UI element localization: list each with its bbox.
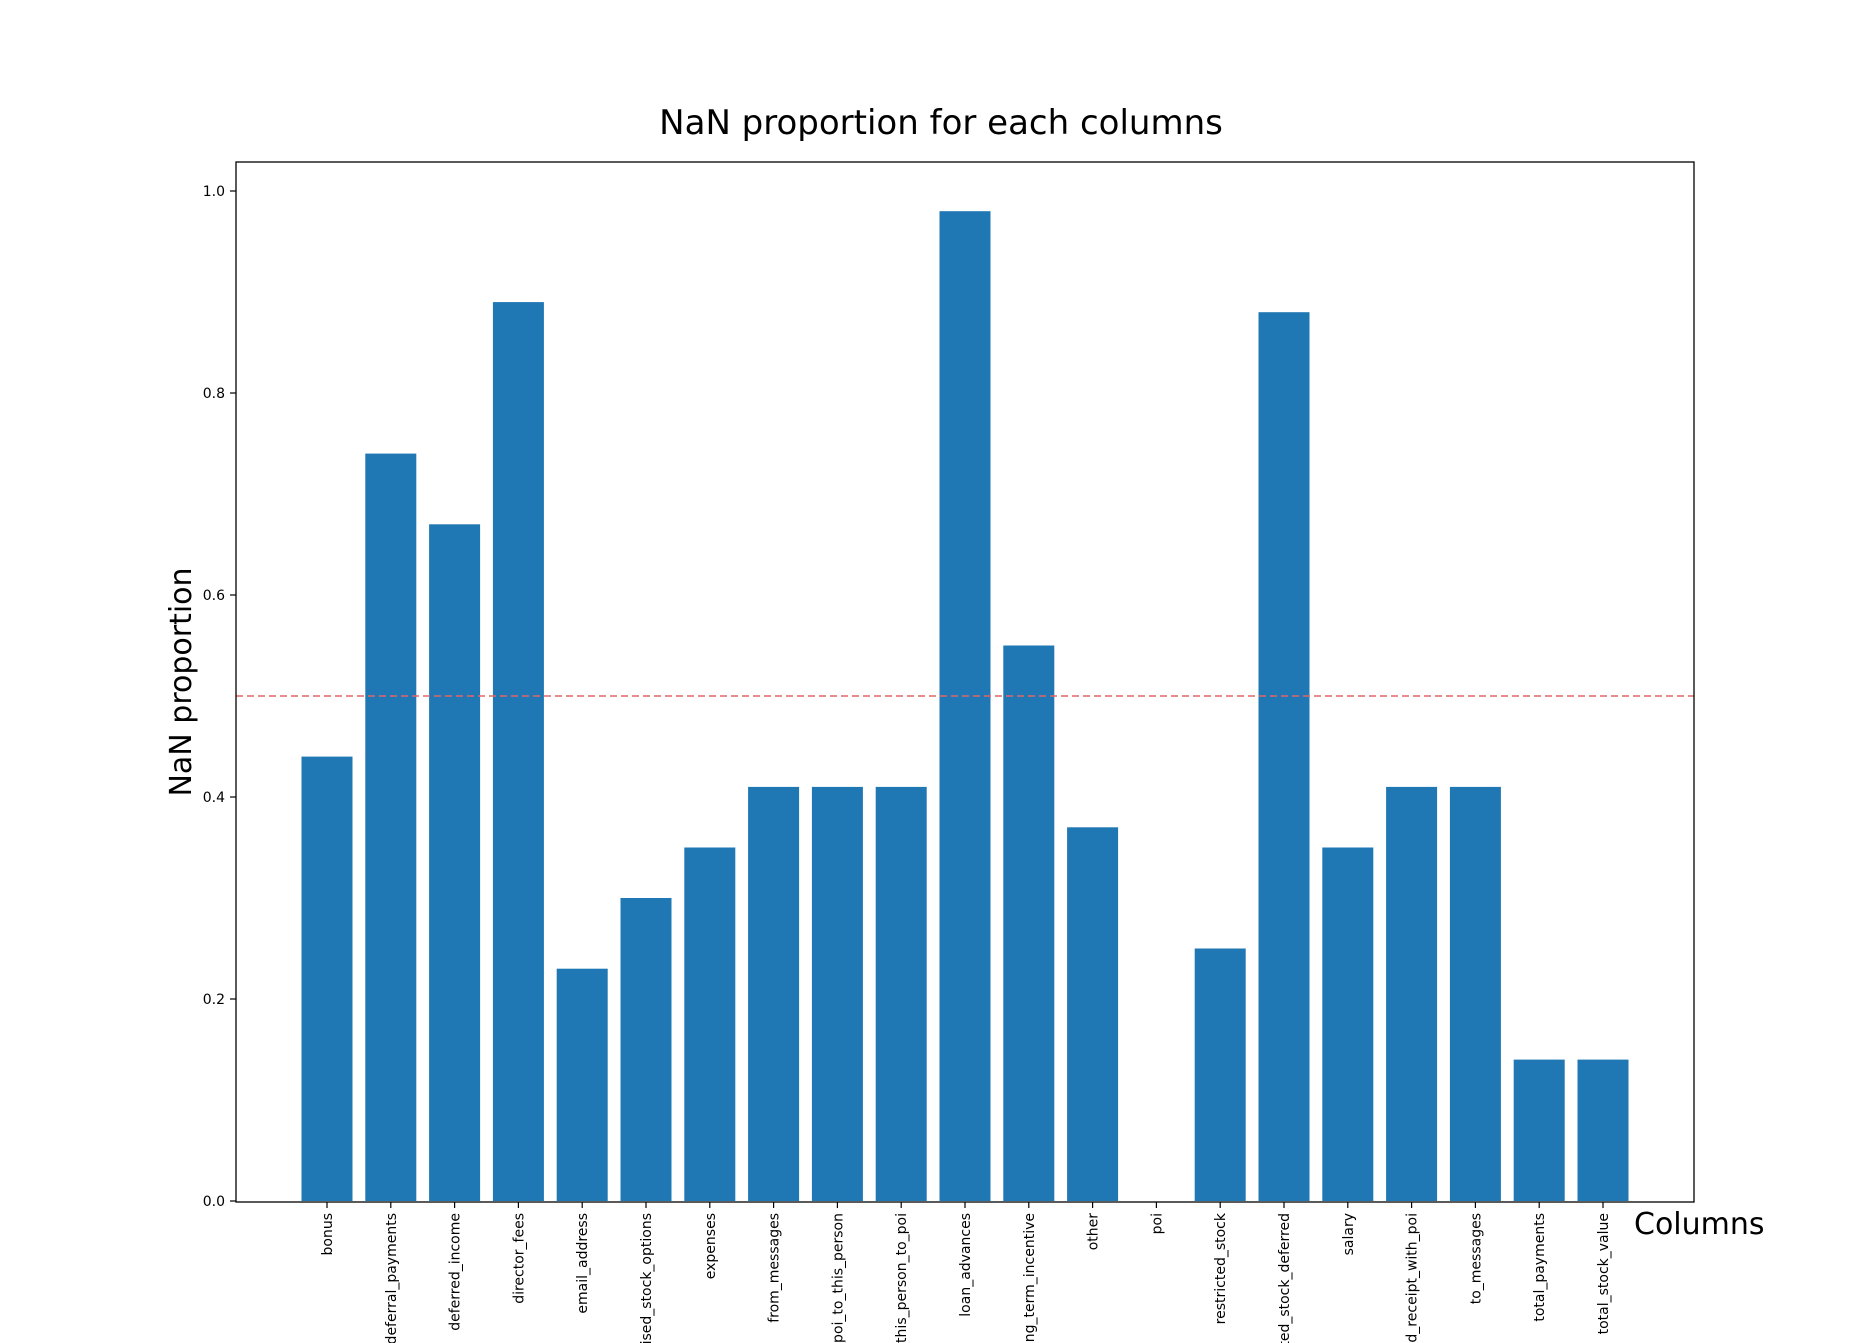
x-tick-label: other: [1086, 1213, 1102, 1251]
bar-deferral_payments: [365, 453, 417, 1202]
y-tick-label: 0.4: [203, 790, 225, 806]
x-tick-label: poi: [1149, 1213, 1165, 1234]
x-tick-label: ong_term_incentive: [1022, 1213, 1038, 1343]
bar-total_stock_value: [1577, 1059, 1629, 1201]
x-tick-label: cised_stock_options: [639, 1213, 655, 1343]
bar-director_fees: [492, 302, 544, 1202]
bar-email_address: [556, 968, 608, 1201]
x-tick-label: director_fees: [511, 1213, 527, 1304]
y-axis: 0.0 0.2 0.4 0.6 0.8 1.0: [203, 184, 236, 1210]
bar-restricted_stock: [1194, 948, 1246, 1201]
bar-total_payments: [1513, 1059, 1565, 1201]
chart-title: NaN proportion for each columns: [659, 103, 1223, 143]
bars-layer: [301, 211, 1629, 1202]
x-tick-label: deferral_payments: [384, 1213, 400, 1343]
y-tick-label: 0.8: [203, 386, 225, 402]
y-tick-label: 0.0: [203, 1194, 225, 1210]
bar-from_messages: [748, 786, 800, 1201]
bar-loan_advances: [939, 211, 991, 1201]
bar-ted_stock_deferred: [1258, 312, 1310, 1201]
x-tick-label: to_messages: [1468, 1213, 1484, 1304]
x-tick-label: bonus: [320, 1213, 336, 1256]
y-tick-label: 0.6: [203, 588, 225, 604]
x-axis-label: Columns: [1634, 1207, 1765, 1242]
x-tick-label: email_address: [575, 1213, 591, 1314]
x-tick-label: salary: [1341, 1213, 1357, 1255]
bar-expenses: [684, 847, 736, 1201]
y-tick-label: 0.2: [203, 992, 225, 1008]
x-tick-label: _this_person_to_poi: [894, 1213, 910, 1343]
x-tick-label: loan_advances: [958, 1213, 974, 1317]
x-tick-label: total_stock_value: [1596, 1213, 1612, 1334]
bar-cised_stock_options: [620, 898, 672, 1201]
x-tick-label: ed_receipt_with_poi: [1405, 1213, 1421, 1343]
x-tick-label: expenses: [703, 1213, 719, 1279]
y-axis-label: NaN proportion: [164, 567, 199, 796]
x-tick-label: ted_stock_deferred: [1277, 1213, 1293, 1343]
bar-deferred_income: [429, 524, 481, 1201]
bar-to_messages: [1449, 786, 1501, 1201]
bar-ong_term_incentive: [1003, 645, 1055, 1201]
x-tick-label: deferred_income: [448, 1213, 464, 1331]
x-tick-label: from_messages: [767, 1213, 783, 1323]
x-tick-label: _poi_to_this_person: [830, 1213, 846, 1343]
x-axis: bonus deferral_payments deferred_income dir…: [320, 1202, 1612, 1343]
y-tick-label: 1.0: [203, 184, 225, 200]
bar-_this_person_to_poi: [875, 786, 927, 1201]
x-tick-label: restricted_stock: [1213, 1212, 1229, 1324]
bar-_poi_to_this_person: [811, 786, 863, 1201]
bar-ed_receipt_with_poi: [1386, 786, 1438, 1201]
bar-salary: [1322, 847, 1374, 1201]
bar-bonus: [301, 756, 353, 1201]
bar-other: [1067, 827, 1119, 1201]
x-tick-label: total_payments: [1532, 1213, 1548, 1322]
